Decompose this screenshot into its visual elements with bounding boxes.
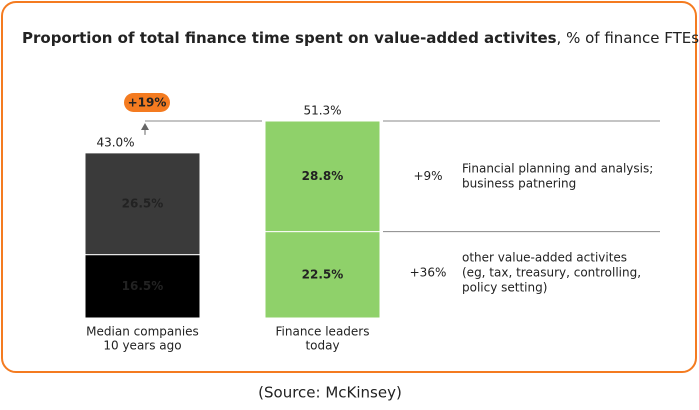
bar-segment (84, 152, 201, 256)
value-label: 16.5% (122, 279, 164, 293)
subtitle: , % of finance FTEs (557, 29, 699, 47)
total-label: 51.3% (303, 104, 341, 118)
badge (124, 93, 170, 112)
arrow-head (141, 123, 149, 130)
x-tick-label: Median companies (86, 325, 199, 339)
title: Proportion of total finance time spent o… (22, 29, 557, 47)
x-tick-label: 10 years ago (103, 339, 181, 353)
annotation-text: other value-added activites (462, 250, 627, 264)
value-label: 22.5% (302, 267, 344, 281)
total-label: 43.0% (96, 135, 134, 149)
bar-segment (264, 120, 381, 233)
change-label: +36% (410, 265, 447, 279)
annotation-text: policy setting) (462, 280, 547, 294)
annotation-text: Financial planning and analysis; (462, 161, 653, 175)
value-label: 26.5% (122, 196, 164, 210)
chart-title: Proportion of total finance time spent o… (22, 29, 699, 47)
change-label: +9% (413, 169, 442, 183)
source: (Source: McKinsey) (258, 384, 402, 402)
annotation-text: (eg, tax, treasury, controlling, (462, 265, 641, 279)
value-label: 28.8% (302, 169, 344, 183)
x-tick-label: today (305, 339, 339, 353)
x-tick-label: Finance leaders (276, 325, 370, 339)
annotation-text: business patnering (462, 176, 576, 190)
badge-label: +19% (128, 96, 167, 110)
frame (1, 1, 697, 373)
